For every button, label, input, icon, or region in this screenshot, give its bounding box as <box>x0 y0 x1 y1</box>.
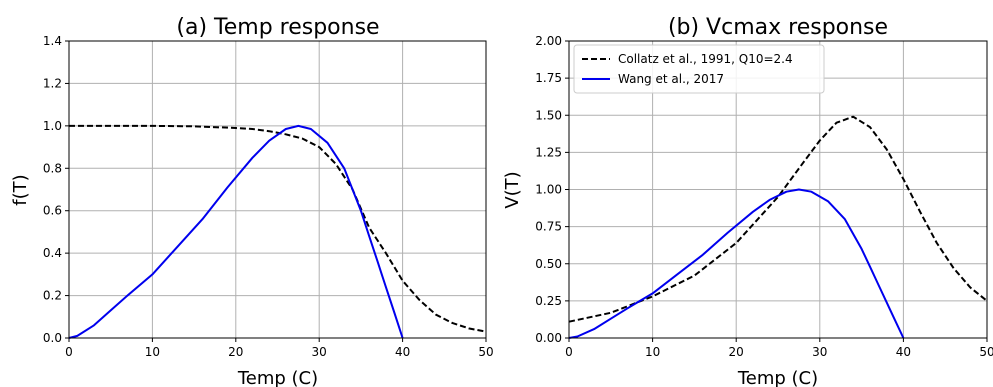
panel-a-y-label: f(T) <box>10 174 31 205</box>
legend-box <box>573 44 825 94</box>
panel-a-series <box>68 124 487 339</box>
panel-a-grid <box>68 40 487 339</box>
panel-b-axes-frame <box>568 40 988 339</box>
x-tick-label: 50 <box>478 345 493 359</box>
panel-b-title: (b) Vcmax response <box>668 15 888 40</box>
y-tick-label: 0.2 <box>43 289 62 303</box>
x-tick-label: 40 <box>896 345 911 359</box>
panel-a-y-ticks: 0.0 0.2 0.4 0.6 0.8 1.0 1.2 1.4 <box>43 34 69 345</box>
x-tick-label: 10 <box>145 345 160 359</box>
x-tick-label: 0 <box>565 345 573 359</box>
x-tick-label: 10 <box>645 345 660 359</box>
x-tick-label: 20 <box>228 345 243 359</box>
y-tick-label: 1.50 <box>535 108 562 122</box>
y-tick-label: 0.50 <box>535 257 562 271</box>
solid-series-line <box>568 188 905 339</box>
x-tick-label: 30 <box>812 345 827 359</box>
y-tick-label: 1.25 <box>535 145 562 159</box>
x-tick-label: 0 <box>65 345 73 359</box>
solid-series-line <box>68 124 404 339</box>
y-tick-label: 2.00 <box>535 34 562 48</box>
dashed-series-line <box>69 124 487 333</box>
y-tick-label: 0.0 <box>43 331 62 345</box>
panel-a-title: (a) Temp response <box>176 15 379 40</box>
panel-b-y-ticks: 0.00 0.25 0.50 0.75 1.00 1.25 1.50 1.75 2.00 <box>535 34 569 345</box>
legend-label-wang: Wang et al., 2017 <box>618 72 724 86</box>
panel-a-x-label: Temp (C) <box>237 368 318 387</box>
panel-a-axes-frame <box>68 40 487 339</box>
y-tick-label: 0.4 <box>43 246 62 260</box>
x-tick-label: 20 <box>729 345 744 359</box>
x-tick-label: 50 <box>979 345 993 359</box>
y-tick-label: 0.25 <box>535 294 562 308</box>
panel-b-x-ticks: 0 10 20 30 40 50 <box>565 338 993 359</box>
y-tick-label: 1.0 <box>43 119 62 133</box>
panel-a: (a) Temp response 0 10 20 30 40 50 0.00.20.40… <box>10 15 494 387</box>
y-tick-label: 0.00 <box>535 331 562 345</box>
x-tick-label: 30 <box>312 345 327 359</box>
panel-b-y-label: V(T) <box>502 171 523 208</box>
panel-b-legend: Collatz et al., 1991, Q10=2.4 Wang et al… <box>573 44 825 94</box>
y-tick-label: 1.75 <box>535 71 562 85</box>
panel-a-x-ticks: 0 10 20 30 40 50 <box>65 338 494 359</box>
panel-b: (b) Vcmax response 0 10 20 30 40 50 0.000.250… <box>502 15 993 387</box>
y-tick-label: 0.75 <box>535 220 562 234</box>
legend-label-collatz: Collatz et al., 1991, Q10=2.4 <box>618 52 793 66</box>
dashed-series-line <box>568 115 988 323</box>
panel-b-x-label: Temp (C) <box>737 368 818 387</box>
y-tick-label: 0.6 <box>43 204 62 218</box>
x-tick-label: 40 <box>395 345 410 359</box>
panel-b-series <box>568 115 988 339</box>
y-tick-label: 1.2 <box>43 76 62 90</box>
y-tick-label: 1.00 <box>535 183 562 197</box>
y-tick-label: 0.8 <box>43 161 62 175</box>
y-tick-label: 1.4 <box>43 34 62 48</box>
